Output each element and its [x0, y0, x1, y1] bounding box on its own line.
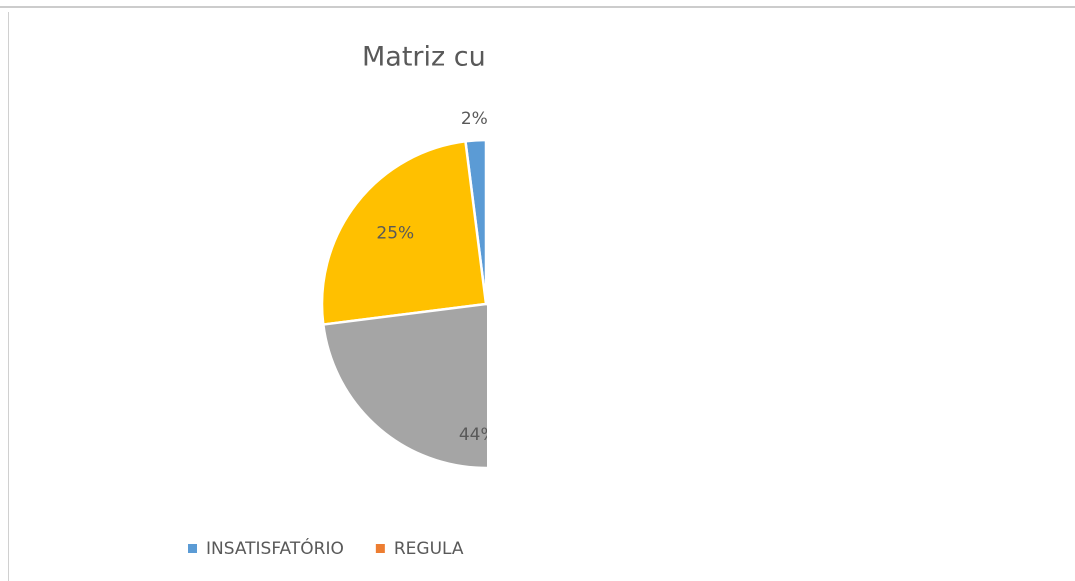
data-label: 44%	[459, 425, 497, 445]
chart-title: Matriz cu	[362, 42, 486, 73]
pie-slice	[321, 302, 487, 470]
data-label: 25%	[376, 224, 414, 244]
pie-slice	[320, 139, 487, 326]
plot: Matriz cu 2% 25% 44% INSATISFATÓRIO REGULA	[188, 42, 497, 559]
legend-swatch	[188, 544, 197, 553]
data-label: 2%	[461, 109, 488, 129]
legend-label: INSATISFATÓRIO	[206, 537, 344, 559]
legend-label: REGULA	[394, 539, 464, 559]
legend-swatch	[375, 544, 385, 553]
